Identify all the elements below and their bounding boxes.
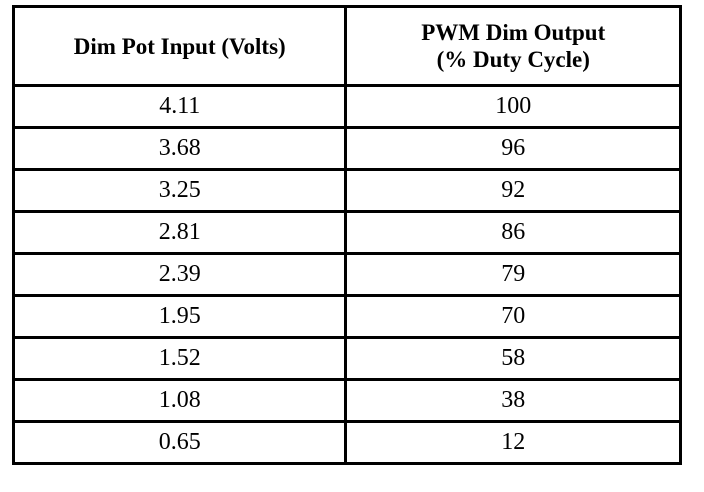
- table-row: 2.39 79: [11, 252, 682, 297]
- header-row: Dim Pot Input (Volts) PWM Dim Output (% …: [11, 5, 682, 87]
- header-line: Dim Pot Input (Volts): [73, 33, 286, 59]
- cell-duty-cycle: 79: [344, 252, 682, 297]
- cell-duty-cycle: 96: [344, 126, 682, 171]
- table-row: 0.65 12: [11, 420, 682, 465]
- cell-duty-cycle: 92: [344, 168, 682, 213]
- cell-volts: 4.11: [11, 84, 348, 129]
- cell-volts: 2.81: [11, 210, 348, 255]
- table-row: 1.52 58: [11, 336, 682, 381]
- header-dim-pot-input: Dim Pot Input (Volts): [11, 5, 348, 87]
- cell-volts: 0.65: [11, 420, 348, 465]
- table-body: 4.11 100 3.68 96 3.25 92 2.81 86 2.39 79 1.95 70 1.5…: [11, 84, 682, 465]
- cell-duty-cycle: 58: [344, 336, 682, 381]
- cell-volts: 3.25: [11, 168, 348, 213]
- cell-volts: 1.95: [11, 294, 348, 339]
- header-pwm-dim-output: PWM Dim Output (% Duty Cycle): [344, 5, 682, 87]
- cell-volts: 1.52: [11, 336, 348, 381]
- table-row: 3.25 92: [11, 168, 682, 213]
- table-row: 2.81 86: [11, 210, 682, 255]
- cell-duty-cycle: 70: [344, 294, 682, 339]
- cell-duty-cycle: 38: [344, 378, 682, 423]
- table-row: 1.08 38: [11, 378, 682, 423]
- cell-volts: 2.39: [11, 252, 348, 297]
- cell-duty-cycle: 86: [344, 210, 682, 255]
- header-line: (% Duty Cycle): [436, 47, 590, 72]
- cell-volts: 3.68: [11, 126, 348, 171]
- cell-duty-cycle: 100: [344, 84, 682, 129]
- cell-volts: 1.08: [11, 378, 348, 423]
- table-row: 3.68 96: [11, 126, 682, 171]
- dim-pwm-table: Dim Pot Input (Volts) PWM Dim Output (% …: [11, 5, 682, 465]
- cell-duty-cycle: 12: [344, 420, 682, 465]
- table-row: 4.11 100: [11, 84, 682, 129]
- table-row: 1.95 70: [11, 294, 682, 339]
- header-line: PWM Dim Output: [421, 20, 606, 45]
